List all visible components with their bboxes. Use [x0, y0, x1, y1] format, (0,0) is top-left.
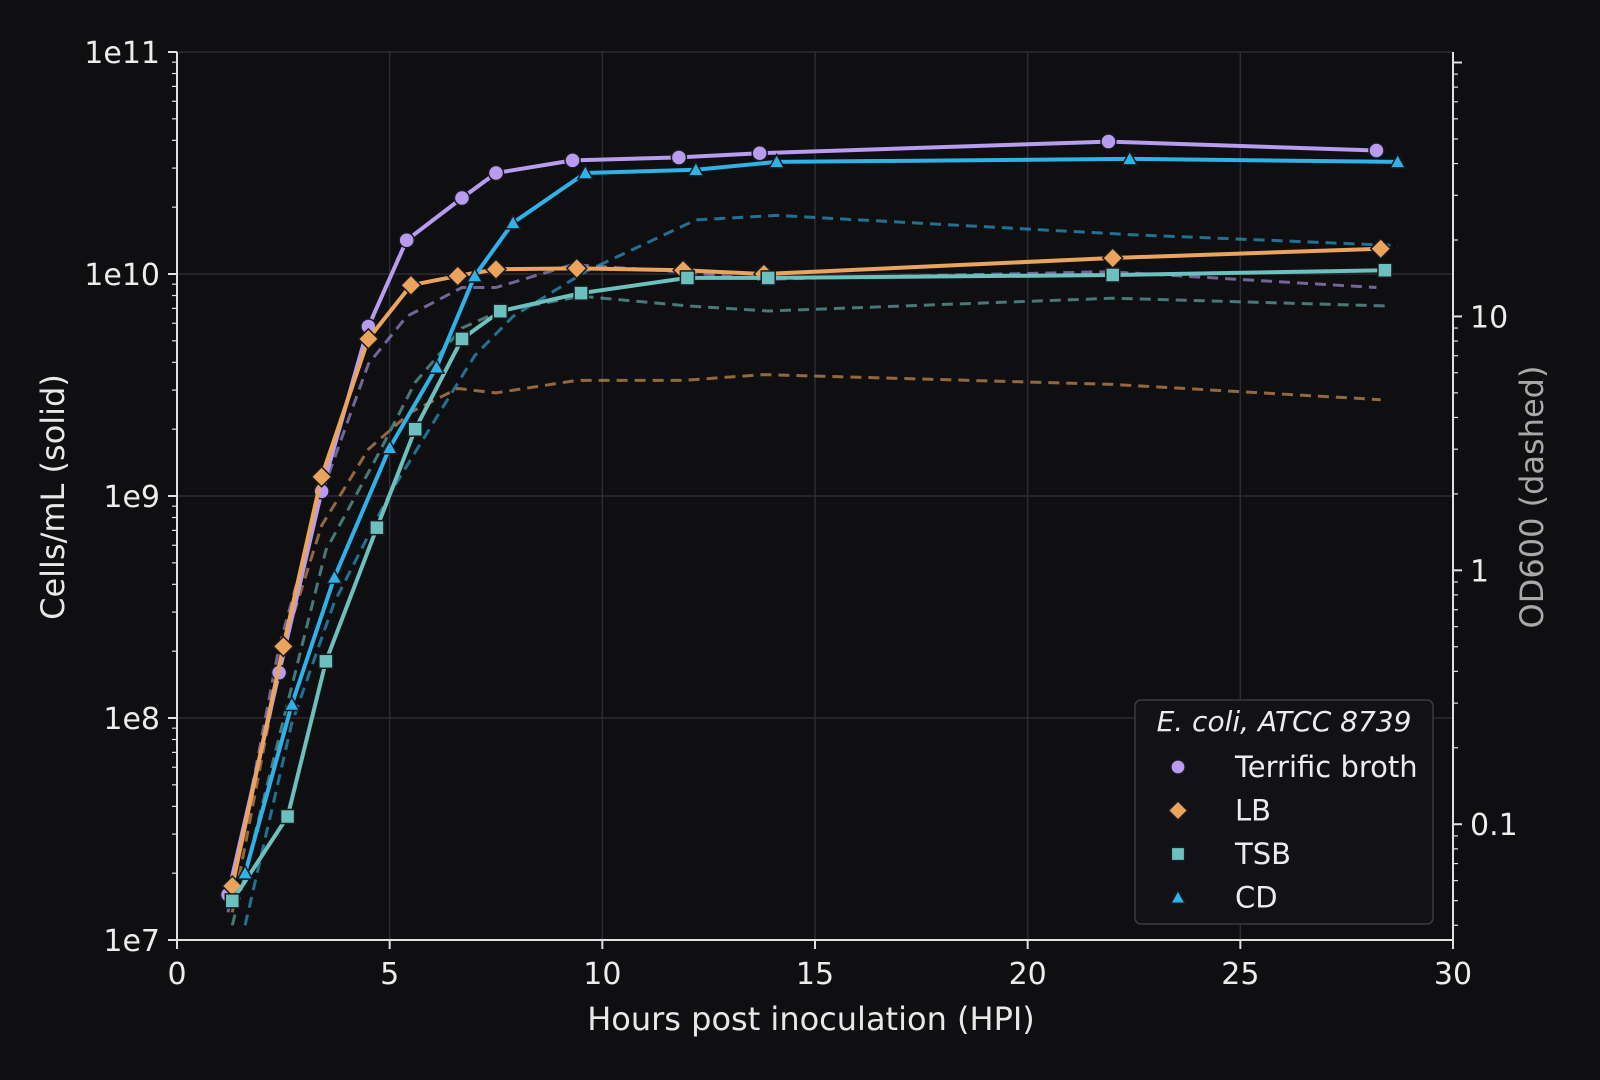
- y2-tick-label: 10: [1470, 300, 1508, 335]
- data-point-lb: [272, 635, 295, 658]
- y2-tick-label: 1: [1470, 554, 1489, 589]
- data-point-cd: [504, 213, 522, 230]
- data-point-cd: [1388, 152, 1407, 169]
- data-point-lb: [1101, 246, 1124, 270]
- y-tick-label: 1e7: [103, 924, 160, 959]
- data-point-cd: [576, 163, 595, 180]
- data-point-cd: [283, 695, 301, 712]
- x-tick-label: 25: [1221, 957, 1259, 992]
- data-point-lb: [399, 274, 422, 297]
- legend-label-lb: LB: [1235, 794, 1271, 828]
- data-point-tsb: [1377, 262, 1393, 278]
- x-tick-label: 10: [583, 957, 621, 992]
- data-point-terrific-broth: [564, 152, 581, 169]
- od600-line-tsb: [230, 294, 1385, 926]
- data-point-cd: [687, 160, 705, 177]
- data-point-cd: [427, 358, 446, 375]
- cells-line-terrific-broth: [226, 139, 1379, 897]
- legend-marker-lb: [1167, 799, 1189, 822]
- cell-count-lines: [219, 133, 1407, 909]
- legend-label-cd: CD: [1235, 881, 1278, 915]
- y2-tick-label: 0.1: [1470, 808, 1518, 843]
- data-point-tsb: [279, 808, 296, 825]
- y-axis-title-left: Cells/mL (solid): [34, 374, 72, 620]
- series-terrific-broth: [219, 133, 1385, 903]
- data-point-tsb: [760, 270, 776, 286]
- cells-line-cd: [243, 156, 1400, 876]
- y-tick-label: 1e11: [84, 36, 160, 71]
- x-tick-label: 30: [1434, 957, 1472, 992]
- data-point-tsb: [492, 303, 509, 319]
- x-tick-label: 15: [796, 957, 834, 992]
- x-tick-label: 0: [167, 957, 186, 992]
- data-point-tsb: [369, 519, 385, 536]
- data-point-lb: [357, 327, 380, 350]
- data-point-lb: [310, 465, 333, 488]
- od600-line-cd: [243, 213, 1398, 926]
- data-point-lb: [446, 264, 469, 288]
- data-point-tsb: [679, 270, 696, 286]
- x-axis-title: Hours post inoculation (HPI): [587, 1000, 1035, 1038]
- y-axis-title-right: OD600 (dashed): [1513, 366, 1551, 629]
- data-point-tsb: [1104, 267, 1121, 283]
- series-cd: [236, 149, 1407, 880]
- data-point-terrific-broth: [398, 231, 415, 249]
- data-point-cd: [325, 568, 344, 585]
- y-tick-label: 1e10: [84, 258, 160, 293]
- data-point-lb: [484, 258, 508, 281]
- data-point-cd: [465, 266, 484, 283]
- data-point-tsb: [454, 331, 470, 347]
- legend: E. coli, ATCC 8739 Terrific broth LB TSB CD: [1134, 699, 1434, 925]
- data-point-terrific-broth: [487, 164, 505, 182]
- y-tick-label: 1e9: [103, 480, 160, 515]
- data-point-terrific-broth: [1100, 133, 1117, 150]
- data-point-lb: [565, 257, 588, 280]
- legend-marker-tsb: [1170, 846, 1186, 862]
- data-point-lb: [1369, 237, 1392, 260]
- data-point-terrific-broth: [670, 149, 688, 166]
- x-tick-label: 20: [1009, 957, 1047, 992]
- series-tsb: [224, 262, 1393, 909]
- legend-label-tsb: TSB: [1234, 837, 1291, 871]
- legend-label-terrific-broth: Terrific broth: [1234, 750, 1418, 784]
- data-point-cd: [767, 152, 786, 169]
- data-point-tsb: [407, 421, 423, 437]
- data-point-tsb: [224, 893, 241, 909]
- legend-marker-terrific-broth: [1170, 759, 1186, 775]
- data-point-terrific-broth: [751, 144, 768, 162]
- data-point-tsb: [573, 285, 589, 301]
- axes: 0 5 10 15 20 25 30 1e7 1e8 1e9 1e10 1e11 0.1 1 10: [84, 36, 1517, 992]
- data-point-cd: [1120, 149, 1139, 166]
- legend-title: E. coli, ATCC 8739: [1157, 705, 1412, 738]
- legend-marker-cd: [1169, 888, 1187, 904]
- data-point-cd: [380, 438, 399, 455]
- od600-line-lb: [230, 373, 1381, 913]
- x-tick-label: 5: [380, 957, 399, 992]
- data-point-terrific-broth: [1368, 142, 1385, 159]
- data-point-terrific-broth: [453, 189, 471, 207]
- legend-items: Terrific broth LB TSB CD: [1167, 750, 1418, 915]
- data-point-cd: [236, 864, 254, 880]
- data-point-tsb: [318, 653, 334, 670]
- y-tick-label: 1e8: [103, 702, 160, 737]
- cells-line-tsb: [230, 268, 1387, 903]
- legend-box: [1134, 699, 1434, 925]
